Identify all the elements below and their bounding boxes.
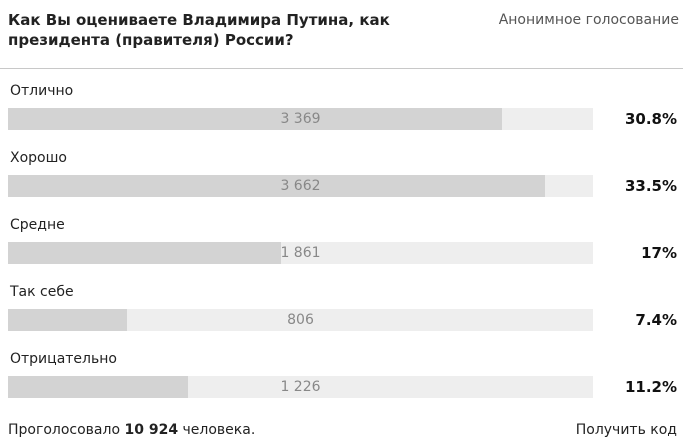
total-votes: Проголосовало 10 924 человека. — [8, 420, 255, 440]
vote-count: 3 662 — [280, 178, 321, 194]
result-bar-track: 1 226 — [8, 376, 593, 398]
get-code-link[interactable]: Получить код — [575, 422, 677, 438]
total-votes-prefix: Проголосовало — [8, 422, 121, 438]
poll-footer: Проголосовало 10 924 человека. Получить … — [8, 420, 683, 440]
poll-option-average[interactable]: Средне 1 861 17% — [8, 216, 683, 272]
result-bar-fill — [8, 175, 545, 197]
poll-question: Как Вы оцениваете Владимира Путина, как … — [8, 11, 390, 49]
poll-option-so-so[interactable]: Так себе 806 7.4% — [8, 283, 683, 339]
anonymous-voting-label: Анонимное голосование — [498, 12, 679, 28]
vote-percent: 33.5% — [624, 177, 677, 195]
vote-count: 1 226 — [280, 379, 321, 395]
option-label: Так себе — [10, 284, 74, 300]
result-bar-track: 3 369 — [8, 108, 593, 130]
poll-option-negative[interactable]: Отрицательно 1 226 11.2% — [8, 350, 683, 406]
poll-option-excellent[interactable]: Отлично 3 369 30.8% — [8, 82, 683, 138]
vote-percent: 30.8% — [624, 110, 677, 128]
result-bar-fill — [8, 242, 281, 264]
total-votes-suffix: человека. — [182, 422, 256, 438]
header-divider — [0, 68, 683, 69]
vote-count: 3 369 — [280, 111, 321, 127]
result-bar-track: 1 861 — [8, 242, 593, 264]
result-bar-fill — [8, 108, 502, 130]
poll-option-good[interactable]: Хорошо 3 662 33.5% — [8, 149, 683, 205]
option-label: Средне — [10, 217, 65, 233]
vote-percent: 17% — [641, 244, 677, 262]
result-bar-fill — [8, 309, 127, 331]
total-votes-count: 10 924 — [124, 422, 179, 438]
result-bar-fill — [8, 376, 188, 398]
vote-count: 1 861 — [280, 245, 321, 261]
result-bar-track: 3 662 — [8, 175, 593, 197]
option-label: Хорошо — [10, 150, 67, 166]
vote-percent: 11.2% — [624, 378, 677, 396]
result-bar-track: 806 — [8, 309, 593, 331]
option-label: Отлично — [10, 83, 74, 99]
option-label: Отрицательно — [10, 351, 117, 367]
vote-percent: 7.4% — [635, 311, 677, 329]
poll-header: Как Вы оцениваете Владимира Путина, как … — [8, 10, 683, 60]
vote-count: 806 — [287, 312, 314, 328]
